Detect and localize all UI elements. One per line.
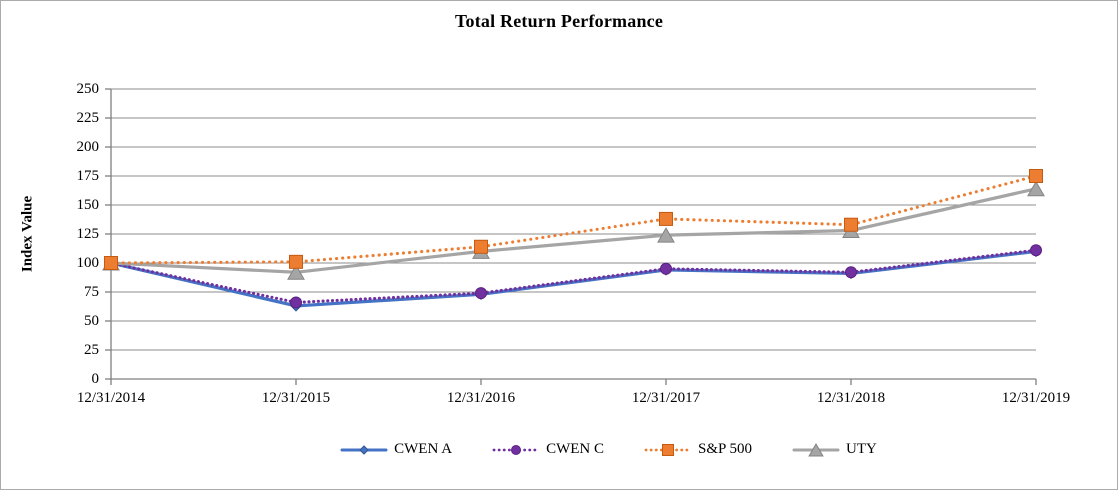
data-point-marker bbox=[659, 211, 673, 226]
y-axis-title: Index Value bbox=[19, 195, 36, 273]
data-point-marker bbox=[104, 256, 118, 270]
x-tick-label-0: 12/31/2014 bbox=[76, 390, 146, 406]
y-tick-label-125: 125 bbox=[76, 226, 100, 242]
data-point-marker bbox=[289, 254, 303, 269]
legend-marker-square bbox=[661, 443, 674, 456]
series-cwen-c bbox=[105, 244, 1042, 309]
x-tick-label-1: 12/31/2015 bbox=[261, 390, 331, 406]
y-tick-label-75: 75 bbox=[84, 284, 99, 300]
legend-item-s-p-500: S&P 500 bbox=[644, 441, 753, 458]
data-point-marker bbox=[660, 262, 672, 275]
legend-label: S&P 500 bbox=[697, 441, 753, 457]
legend-marker-diamond bbox=[359, 444, 369, 455]
series-line bbox=[109, 248, 1038, 304]
legend-swatch bbox=[492, 444, 540, 455]
y-tick-label-200: 200 bbox=[76, 139, 100, 155]
series-s-p-500 bbox=[104, 169, 1043, 270]
data-point-marker bbox=[1030, 244, 1042, 257]
series-line bbox=[109, 249, 1038, 308]
data-point-marker bbox=[1029, 169, 1043, 183]
data-point-marker bbox=[290, 296, 302, 309]
legend: CWEN A CWEN C S&P 500 UTY bbox=[1, 441, 1117, 458]
y-tick-label-250: 250 bbox=[76, 81, 100, 97]
series-line bbox=[109, 187, 1038, 274]
y-tick-label-150: 150 bbox=[76, 197, 100, 213]
legend-swatch bbox=[644, 443, 692, 456]
data-point-marker bbox=[475, 287, 487, 300]
legend-item-cwen-a: CWEN A bbox=[340, 441, 453, 458]
y-tick-label-225: 225 bbox=[76, 110, 100, 126]
legend-label: CWEN A bbox=[394, 441, 453, 457]
data-point-marker bbox=[844, 217, 858, 232]
series-line bbox=[109, 174, 1038, 265]
y-tick-label-50: 50 bbox=[84, 313, 99, 329]
chart-title: Total Return Performance bbox=[454, 11, 664, 31]
x-tick-label-5: 12/31/2019 bbox=[1001, 390, 1071, 406]
legend-marker-circle bbox=[511, 444, 522, 455]
data-point-marker bbox=[845, 266, 857, 279]
series-cwen-a bbox=[105, 245, 1042, 312]
plot-area bbox=[102, 88, 1045, 385]
legend-marker-triangle bbox=[808, 442, 824, 456]
legend-swatch bbox=[340, 444, 388, 455]
data-point-marker bbox=[474, 239, 488, 254]
y-tick-label-0: 0 bbox=[91, 371, 100, 387]
legend-swatch bbox=[792, 442, 840, 456]
legend-item-cwen-c: CWEN C bbox=[492, 441, 604, 458]
legend-label: CWEN C bbox=[546, 441, 604, 457]
data-point-marker bbox=[657, 227, 675, 243]
x-tick-label-4: 12/31/2018 bbox=[816, 390, 886, 406]
data-point-marker bbox=[287, 264, 305, 280]
y-tick-label-25: 25 bbox=[84, 342, 99, 358]
y-tick-label-100: 100 bbox=[76, 255, 100, 271]
y-tick-label-175: 175 bbox=[76, 168, 100, 184]
legend-label: UTY bbox=[846, 441, 877, 457]
legend-item-uty: UTY bbox=[792, 441, 877, 458]
x-tick-label-3: 12/31/2017 bbox=[631, 390, 701, 406]
data-point-marker bbox=[1027, 180, 1045, 197]
chart-plot-svg bbox=[102, 88, 1045, 385]
x-tick-label-2: 12/31/2016 bbox=[446, 390, 516, 406]
